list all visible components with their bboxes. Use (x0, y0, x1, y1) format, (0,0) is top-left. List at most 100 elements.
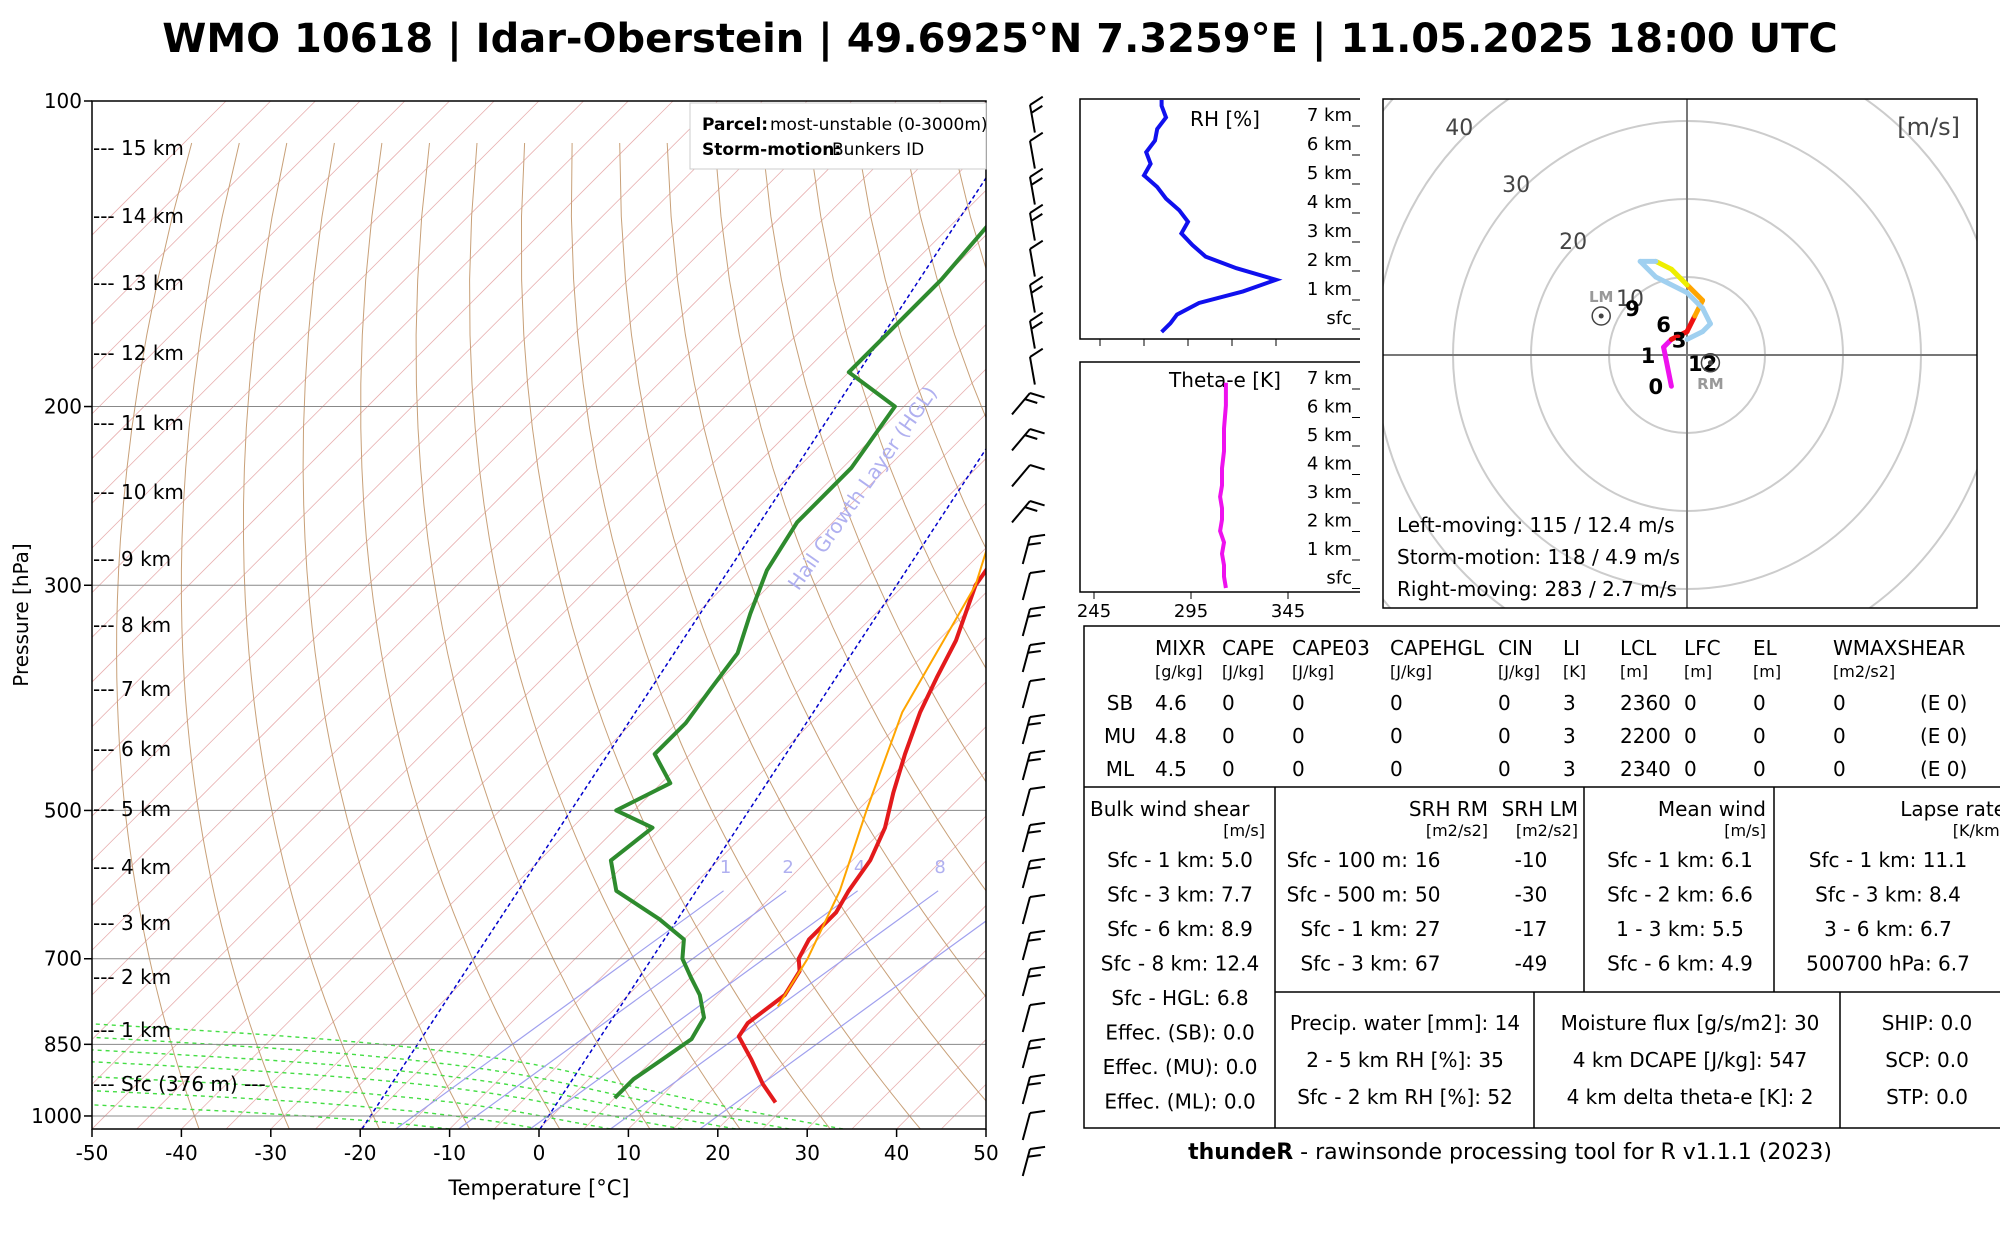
hodograph-ring-label: 40 (1445, 116, 1473, 141)
rh-km-label: 1 km (1307, 279, 1352, 300)
barb-staff (1021, 932, 1031, 961)
dry-adiabat-line (1048, 143, 1060, 1129)
thetae-km-label: 3 km (1307, 482, 1352, 503)
barb-flag (1027, 866, 1041, 870)
mixing-ratio-line (529, 890, 859, 1129)
srh-lm-title: SRH LM (1502, 797, 1578, 821)
mixing-ratio-label: 2 (782, 857, 793, 878)
isotherm-line (985, 1128, 986, 1129)
shear-row: Sfc - 8 km: 12.4 (1101, 952, 1259, 976)
shear-row: Effec. (ML): 0.0 (1104, 1090, 1255, 1114)
barb-staff (1021, 1040, 1031, 1069)
hodograph-segment (1668, 266, 1690, 288)
parameters-table: MIXR [g/kg] CAPE [J/kg] CAPE03 [J/kg] CAPEHGL [… (1083, 625, 2000, 1129)
footer-text: - rawinsonde processing tool for R v1.1.… (1293, 1140, 1832, 1165)
wind-barb (1029, 203, 1044, 241)
meanwind-unit: [m/s] (1724, 821, 1766, 840)
table-cell: 4.5 (1155, 757, 1187, 781)
thetae-km-label: 6 km (1307, 397, 1352, 418)
barb-flag (1027, 938, 1041, 942)
temperature-tick-label: -20 (344, 1141, 377, 1165)
shear-row: Sfc - 3 km: 7.7 (1107, 883, 1253, 907)
barb-staff (1011, 428, 1031, 452)
storm-motion-info: Storm-motion: 118 / 4.9 m/s (1397, 545, 1680, 569)
dry-adiabat-line (180, 142, 290, 1129)
moist-adiabat-line (92, 1023, 844, 1129)
meanwind-row: Sfc - 2 km: 6.6 (1607, 883, 1753, 907)
dry-adiabat-line (857, 142, 986, 550)
srh-row-label: Sfc - 500 m: (1287, 883, 1408, 907)
lapse-row: 3 - 6 km: 6.7 (1824, 917, 1952, 941)
lapse-title: Lapse rate (1900, 797, 2000, 821)
barb-staff (1029, 212, 1036, 241)
wind-barb (1029, 167, 1044, 205)
wind-barb (1021, 821, 1046, 853)
table-cell: 0 (1292, 691, 1305, 715)
dry-adiabat-line (243, 142, 380, 1129)
srh-row-label: Sfc - 100 m: (1287, 848, 1408, 872)
barb-flag (1030, 321, 1043, 330)
dry-adiabat-line (520, 142, 831, 1129)
table-cell: 2360 (1620, 691, 1671, 715)
barb-staff (1021, 680, 1031, 709)
barb-staff (1021, 1004, 1031, 1033)
table-cell: 0 (1833, 691, 1846, 715)
barb-staff (1021, 644, 1031, 673)
table-header: LI (1563, 636, 1580, 660)
isotherm-line (92, 101, 406, 415)
height-label: --- 3 km (93, 911, 171, 935)
isotherm-line (583, 726, 986, 1129)
rh-km-label: 5 km (1307, 163, 1352, 184)
moisture-left-row: Precip. water [mm]: 14 (1290, 1011, 1520, 1035)
height-label: --- 5 km (93, 797, 171, 821)
table-cell: (E 0) (1920, 724, 1967, 748)
barb-staff (1029, 248, 1036, 277)
table-header: EL (1753, 636, 1778, 660)
lapse-row: Sfc - 3 km: 8.4 (1815, 883, 1961, 907)
moisture-mid-row: 4 km delta theta-e [K]: 2 (1567, 1085, 1814, 1109)
table-cell: 2340 (1620, 757, 1671, 781)
table-cell: 0 (1753, 724, 1766, 748)
wind-barb (1029, 131, 1044, 169)
isotherm-line (92, 101, 718, 728)
height-label: --- 13 km (93, 271, 184, 295)
thetae-profile-line (1218, 382, 1228, 589)
isotherm-line (225, 368, 986, 1129)
barb-flag (1030, 105, 1043, 114)
parcel-legend: Parcel: most-unstable (0-3000m) Storm-mo… (689, 102, 988, 170)
srh-rm-unit: [m2/s2] (1426, 821, 1488, 840)
table-cell: 0 (1498, 691, 1511, 715)
isotherm-line (404, 547, 986, 1129)
barb-staff (1029, 356, 1036, 385)
temperature-tick-label: -40 (165, 1141, 198, 1165)
table-unit: [K] (1563, 662, 1586, 681)
srh-rm-value: 16 (1415, 848, 1440, 872)
wind-barb (1021, 1001, 1046, 1033)
barb-flag (1029, 464, 1045, 471)
hodograph-segment (1637, 258, 1659, 280)
barb-flag (1029, 749, 1046, 754)
wind-barb (1029, 275, 1044, 313)
isotherm-line (92, 101, 853, 862)
wind-barb (1021, 533, 1046, 565)
barb-staff (1021, 572, 1031, 601)
right-mover-label: RM (1697, 375, 1723, 393)
wind-barb (1011, 500, 1045, 524)
wind-barb (1029, 239, 1044, 277)
pressure-tick-label: 500 (44, 798, 82, 822)
wind-barb (1011, 428, 1045, 452)
thetae-km-label: 2 km (1307, 511, 1352, 532)
hgl-line (539, 448, 986, 1129)
pressure-tick-label: 1000 (31, 1104, 82, 1128)
barb-flag (1029, 275, 1044, 286)
hodograph-segment (1692, 297, 1706, 319)
wind-barb (1021, 713, 1046, 745)
isotherm-line (92, 101, 316, 325)
table-cell: 0 (1498, 757, 1511, 781)
wind-barb (1029, 311, 1044, 349)
wind-barb (1021, 965, 1046, 997)
barb-flag (1027, 830, 1041, 834)
thetae-tick-label: 345 (1271, 601, 1305, 622)
shear-title: Bulk wind shear (1090, 797, 1250, 821)
thetae-km-label: 1 km (1307, 539, 1352, 560)
